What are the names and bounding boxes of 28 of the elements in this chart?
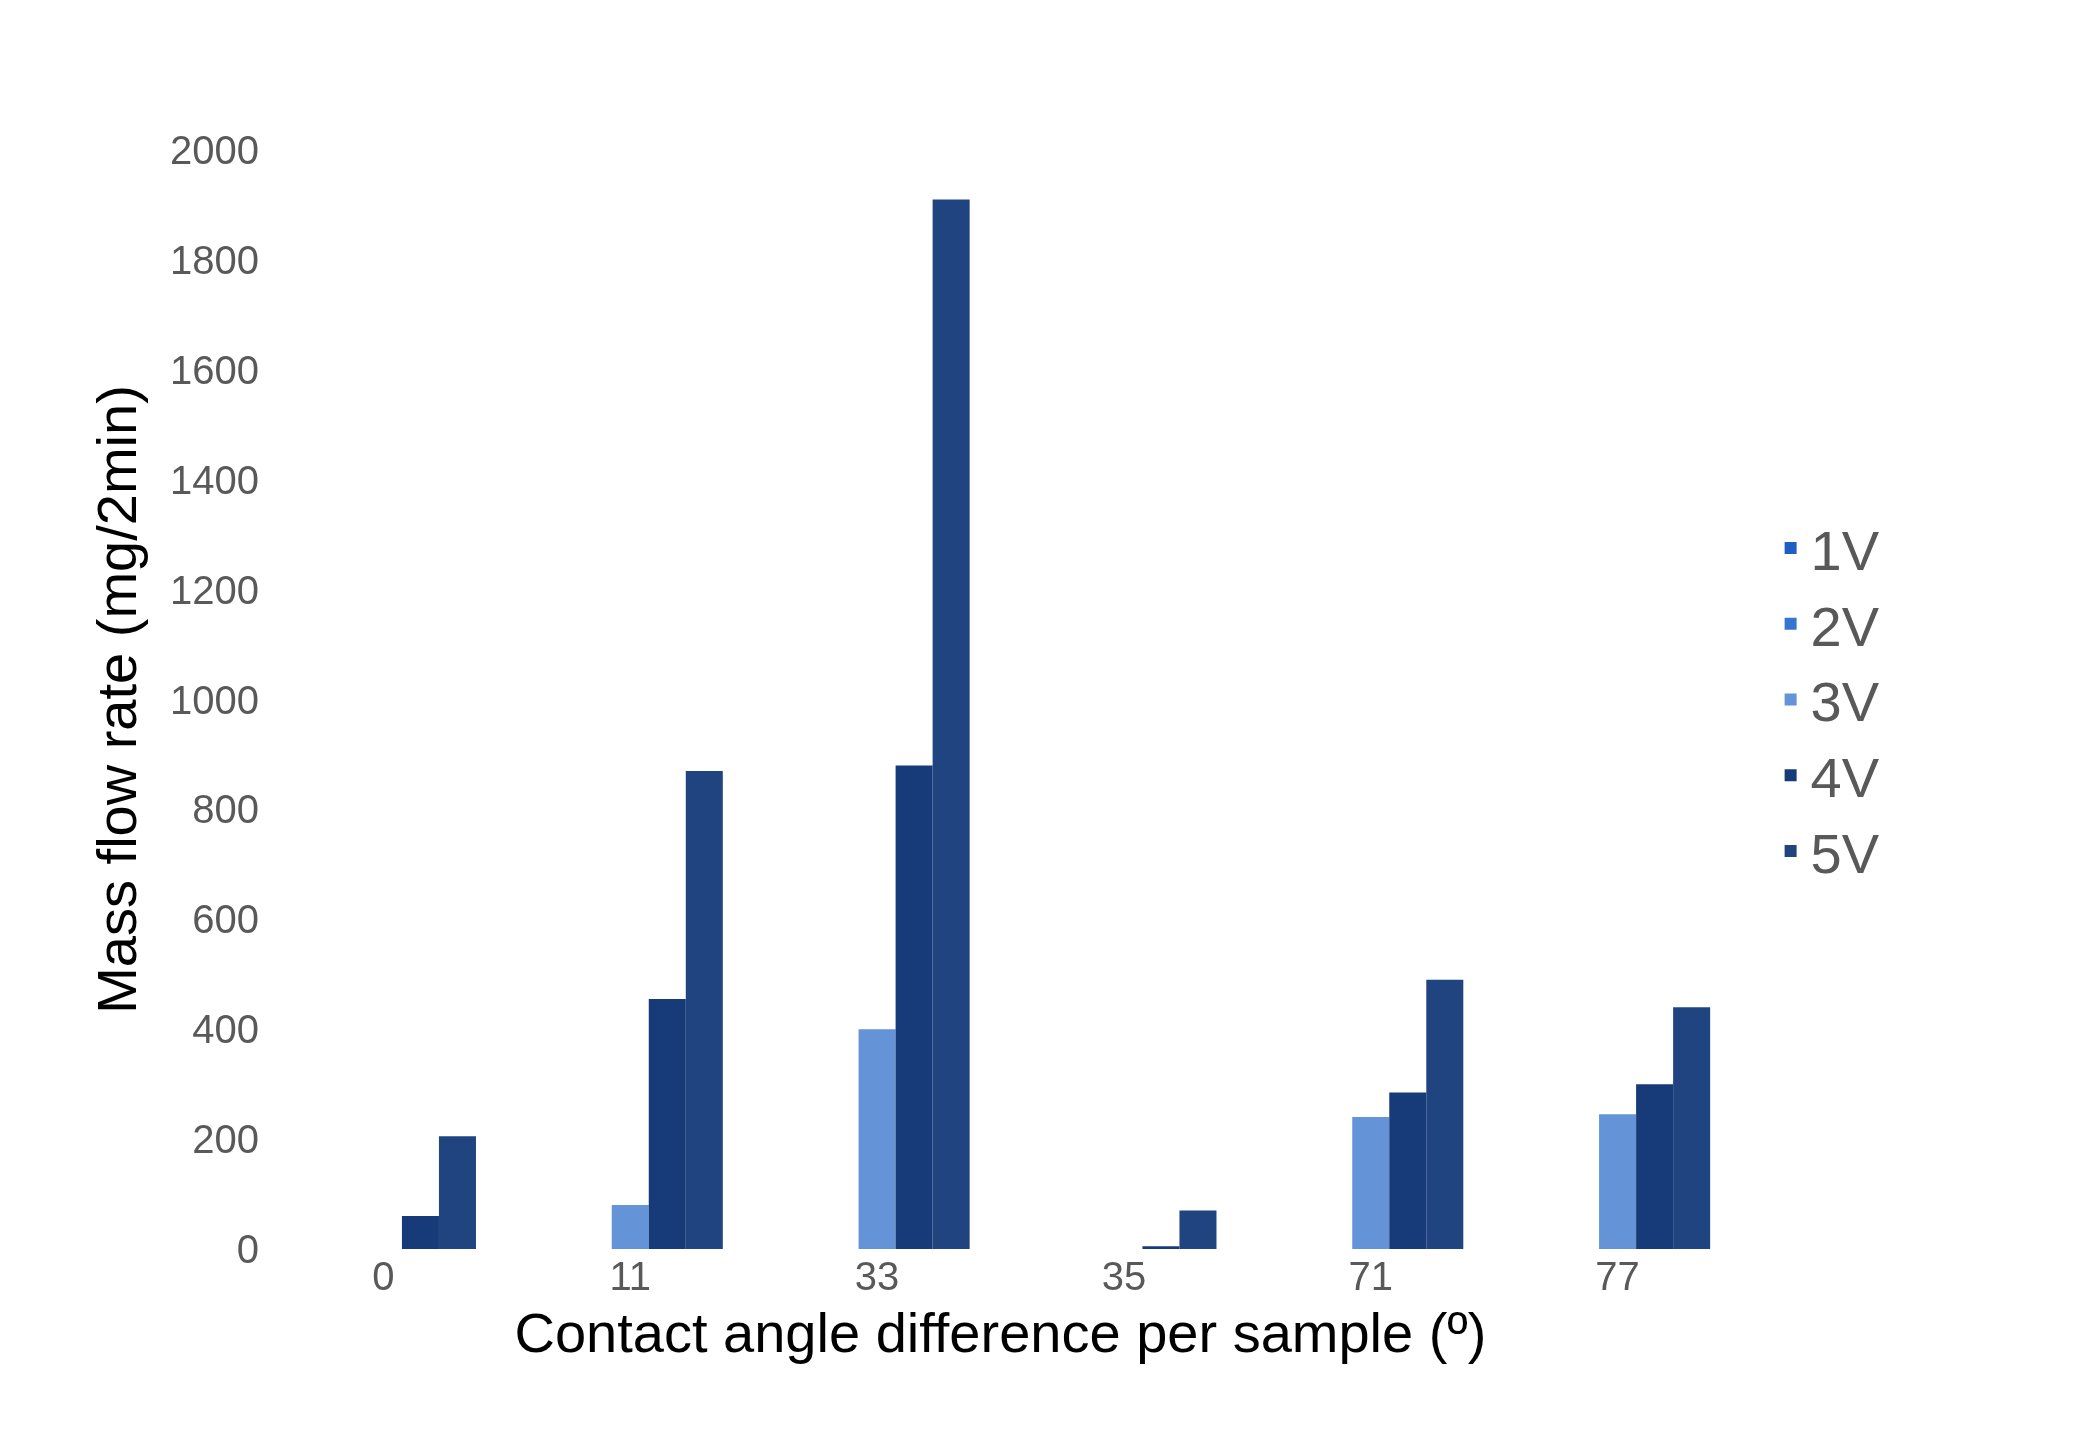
x-tick-label: 33 — [854, 1254, 900, 1298]
y-tick-label: 1600 — [170, 347, 259, 392]
y-tick-label: 200 — [192, 1117, 259, 1162]
legend-label: 1V — [1810, 518, 1880, 582]
bar — [611, 1205, 649, 1249]
y-axis-title: Mass flow rate (mg/2min) — [84, 385, 148, 1014]
x-tick-label: 77 — [1595, 1254, 1640, 1298]
legend-label: 2V — [1810, 594, 1880, 658]
legend-label: 3V — [1810, 670, 1880, 734]
x-tick-label: 35 — [1101, 1254, 1147, 1298]
x-tick-label: 11 — [609, 1254, 652, 1298]
y-tick-label: 800 — [192, 787, 259, 832]
x-axis-title: Contact angle difference per sample (º) — [514, 1300, 1487, 1364]
y-tick-label: 1000 — [170, 677, 259, 722]
y-tick-label: 1400 — [170, 457, 259, 502]
bar — [858, 1029, 896, 1249]
y-tick-label: 1800 — [170, 237, 259, 282]
legend-label: 4V — [1810, 746, 1880, 810]
y-tick-label: 400 — [192, 1007, 259, 1052]
legend-label: 5V — [1810, 821, 1880, 885]
x-tick-label: 71 — [1348, 1254, 1393, 1298]
y-tick-label: 1200 — [170, 567, 259, 612]
x-tick-label: 0 — [372, 1254, 395, 1298]
y-tick-label: 0 — [236, 1227, 259, 1271]
y-tick-label: 2000 — [170, 128, 259, 172]
bar — [1352, 1117, 1390, 1249]
y-tick-label: 600 — [192, 897, 259, 942]
bar — [1599, 1114, 1637, 1249]
